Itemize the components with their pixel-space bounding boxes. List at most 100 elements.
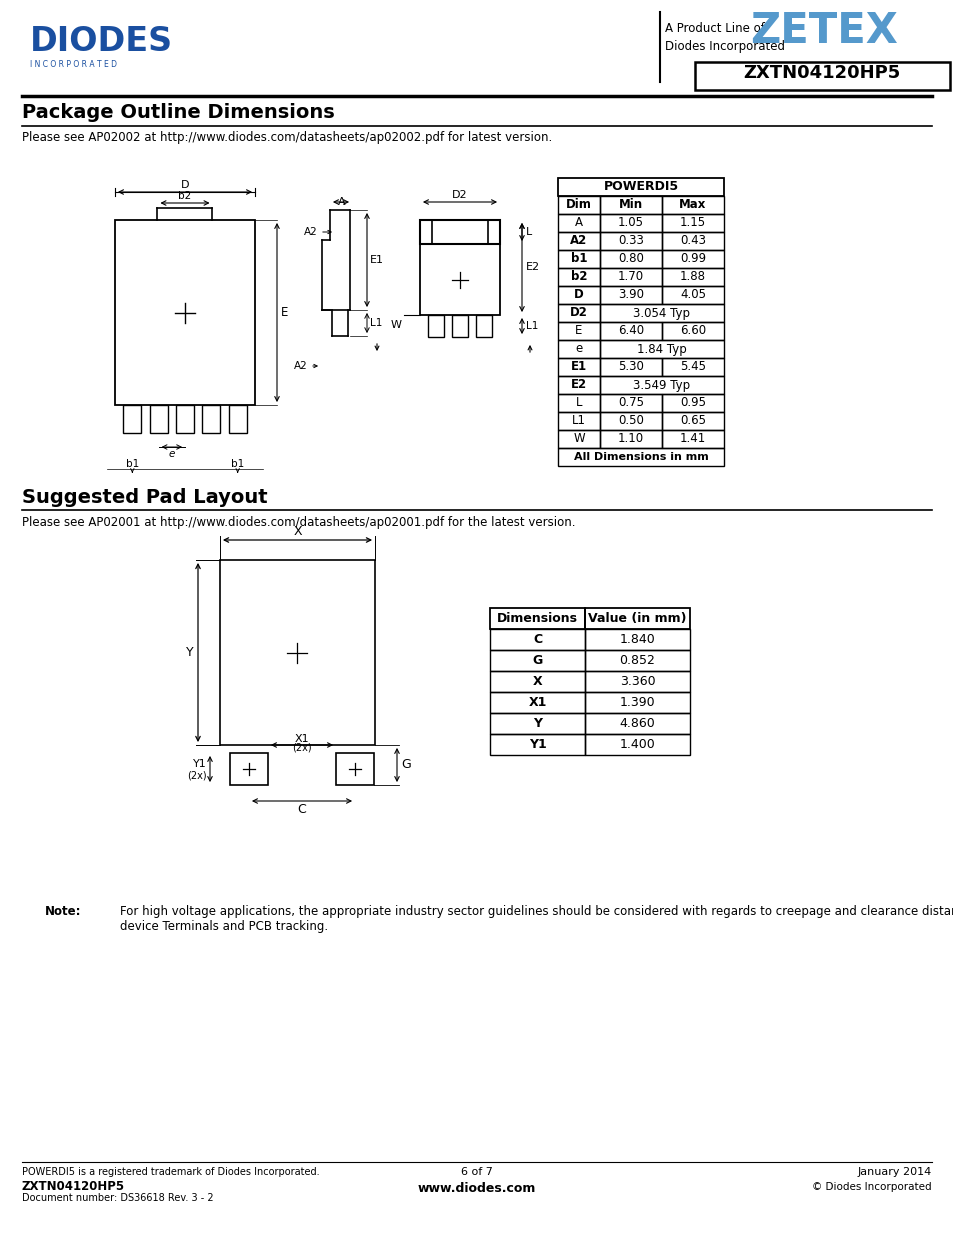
Bar	[661, 394, 723, 412]
Bar	[584, 713, 689, 734]
Text: 4.860: 4.860	[619, 718, 655, 730]
Text: L1: L1	[572, 415, 585, 427]
Text: POWERDI5: POWERDI5	[603, 180, 678, 194]
Text: Please see AP02001 at http://www.diodes.com/datasheets/ap02001.pdf for the lates: Please see AP02001 at http://www.diodes.…	[22, 516, 575, 529]
Text: Dimensions: Dimensions	[497, 613, 578, 625]
Text: E2: E2	[570, 378, 586, 391]
Bar	[695, 62, 949, 90]
Text: 5.30: 5.30	[618, 361, 643, 373]
Text: Max: Max	[679, 199, 706, 211]
Text: E2: E2	[525, 263, 539, 273]
Text: Please see AP02002 at http://www.diodes.com/datasheets/ap02002.pdf for latest ve: Please see AP02002 at http://www.diodes.…	[22, 131, 552, 144]
Bar	[123, 405, 141, 433]
Bar	[599, 430, 661, 448]
Bar	[599, 214, 661, 232]
Bar	[558, 375, 599, 394]
Bar	[115, 220, 254, 405]
Bar	[428, 315, 443, 337]
Bar	[599, 375, 723, 394]
Bar	[558, 249, 599, 268]
Bar	[490, 692, 584, 713]
Text: Value (in mm): Value (in mm)	[588, 613, 686, 625]
Text: 0.99: 0.99	[679, 252, 705, 266]
Bar	[599, 196, 661, 214]
Bar	[661, 322, 723, 340]
Text: b1: b1	[231, 459, 244, 469]
Bar	[558, 178, 723, 196]
Text: X: X	[532, 676, 541, 688]
Text: 0.50: 0.50	[618, 415, 643, 427]
Text: DIODES: DIODES	[30, 25, 172, 58]
Text: 4.05: 4.05	[679, 289, 705, 301]
Text: 0.33: 0.33	[618, 235, 643, 247]
Bar	[661, 430, 723, 448]
Bar	[599, 358, 661, 375]
Bar	[558, 214, 599, 232]
Text: L: L	[576, 396, 581, 410]
Text: X: X	[293, 525, 301, 538]
Text: 0.95: 0.95	[679, 396, 705, 410]
Bar	[584, 629, 689, 650]
Bar	[558, 340, 599, 358]
Text: C: C	[297, 803, 306, 816]
Bar	[558, 412, 599, 430]
Text: e: e	[169, 450, 174, 459]
Text: W: W	[573, 432, 584, 446]
Bar	[558, 268, 599, 287]
Text: www.diodes.com: www.diodes.com	[417, 1182, 536, 1195]
Text: (2x): (2x)	[187, 771, 207, 781]
Bar	[452, 315, 468, 337]
Text: 0.852: 0.852	[618, 655, 655, 667]
Bar	[584, 650, 689, 671]
Text: A2: A2	[304, 227, 317, 237]
Text: E: E	[281, 306, 288, 319]
Text: E1: E1	[570, 361, 586, 373]
Text: 0.80: 0.80	[618, 252, 643, 266]
Text: 1.10: 1.10	[618, 432, 643, 446]
Text: 3.054 Typ: 3.054 Typ	[633, 306, 690, 320]
Text: A2: A2	[294, 361, 308, 370]
Text: 3.90: 3.90	[618, 289, 643, 301]
Text: b1: b1	[570, 252, 587, 266]
Text: 3.360: 3.360	[619, 676, 655, 688]
Text: E: E	[575, 325, 582, 337]
Text: e: e	[575, 342, 582, 356]
Text: 1.41: 1.41	[679, 432, 705, 446]
Text: Y: Y	[186, 646, 193, 659]
Text: Diodes Incorporated: Diodes Incorporated	[664, 40, 784, 53]
Text: Dim: Dim	[565, 199, 591, 211]
Text: A Product Line of: A Product Line of	[664, 22, 764, 35]
Text: 6.60: 6.60	[679, 325, 705, 337]
Text: E1: E1	[370, 254, 384, 266]
Bar	[661, 358, 723, 375]
Bar	[558, 304, 599, 322]
Text: ZXTN04120HP5: ZXTN04120HP5	[742, 64, 900, 82]
Bar	[584, 671, 689, 692]
Bar	[490, 671, 584, 692]
Text: Y1: Y1	[528, 739, 546, 751]
Text: ZETEX: ZETEX	[749, 10, 897, 52]
Text: I N C O R P O R A T E D: I N C O R P O R A T E D	[30, 61, 117, 69]
Bar	[661, 232, 723, 249]
Bar	[558, 232, 599, 249]
Text: G: G	[532, 655, 542, 667]
Text: 1.390: 1.390	[619, 697, 655, 709]
Text: b2: b2	[570, 270, 587, 284]
Bar	[558, 196, 599, 214]
Text: POWERDI5 is a registered trademark of Diodes Incorporated.: POWERDI5 is a registered trademark of Di…	[22, 1167, 319, 1177]
Text: C: C	[533, 634, 541, 646]
Bar	[558, 430, 599, 448]
Text: 6 of 7: 6 of 7	[460, 1167, 493, 1177]
Text: X1: X1	[294, 734, 309, 743]
Text: D: D	[180, 180, 189, 190]
Text: A: A	[337, 198, 345, 207]
Bar	[661, 196, 723, 214]
Text: Package Outline Dimensions: Package Outline Dimensions	[22, 103, 335, 122]
Text: D2: D2	[452, 190, 467, 200]
Bar	[476, 315, 492, 337]
Text: A: A	[575, 216, 582, 230]
Text: Note:: Note:	[45, 905, 81, 918]
Text: All Dimensions in mm: All Dimensions in mm	[573, 452, 708, 462]
Bar	[661, 287, 723, 304]
Bar	[584, 608, 689, 629]
